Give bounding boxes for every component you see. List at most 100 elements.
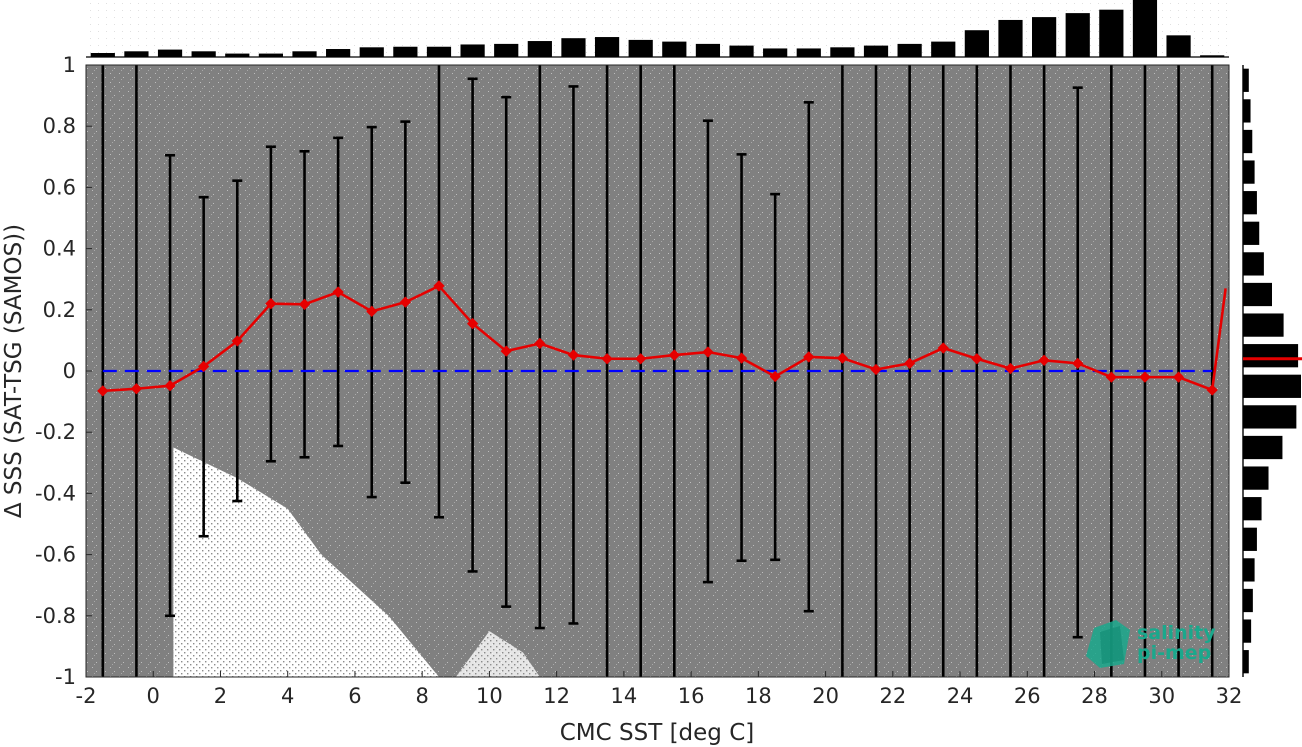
y-tick-label: -0.2 [35, 420, 76, 444]
median-point [366, 305, 378, 317]
top-histogram-bar [292, 51, 317, 57]
plot-area [86, 65, 1229, 677]
top-histogram-bar [1032, 17, 1057, 58]
right-histogram-bar [1243, 344, 1299, 368]
y-tick-label: -0.4 [35, 481, 76, 505]
pi-mep-logo: salinity pi-mep [1086, 620, 1216, 668]
median-point [1105, 371, 1117, 383]
x-tick-label: 30 [1148, 684, 1175, 708]
right-histogram-bar [1243, 160, 1255, 184]
y-axis-label: Δ SSS (SAT-TSG (SAMOS)) [1, 224, 27, 518]
top-histogram-bar [426, 46, 452, 57]
x-tick-label: 28 [1081, 684, 1108, 708]
x-tick-label: 16 [678, 684, 705, 708]
x-tick-label: 12 [543, 684, 570, 708]
logo-text-salinity: salinity [1137, 622, 1216, 644]
median-point [1139, 371, 1151, 383]
top-histogram-bar [796, 48, 821, 57]
y-tick-label: 0.8 [43, 114, 76, 138]
x-tick-label: 10 [476, 684, 503, 708]
right-histogram-bar [1243, 282, 1272, 307]
right-histogram-bar [1243, 252, 1264, 276]
x-tick-label: 26 [1014, 684, 1041, 708]
top-histogram-bar [393, 46, 418, 57]
top-histogram-bar [863, 45, 889, 57]
y-axis: -1 -0.8 -0.6 -0.4 -0.2 0 0.2 0.4 0.6 0.8 1 [35, 53, 92, 689]
x-tick-label: -2 [76, 684, 97, 708]
top-histogram-bar [225, 53, 250, 57]
right-histogram-bar [1243, 221, 1260, 245]
median-point [164, 380, 176, 392]
x-tick-label: 20 [812, 684, 839, 708]
top-histogram-bar [460, 44, 485, 57]
x-tick-label: 32 [1216, 684, 1243, 708]
top-histogram-bar [830, 47, 855, 57]
right-histogram-bar [1243, 313, 1284, 337]
y-tick-label: 0.6 [43, 175, 76, 199]
right-histogram-bar [1243, 129, 1253, 154]
median-point [769, 370, 781, 383]
median-point [198, 360, 210, 373]
median-point [937, 342, 949, 354]
scatter-sparse-region [173, 447, 439, 677]
top-histogram-background [86, 0, 1229, 57]
median-point [635, 353, 647, 365]
median-point [735, 352, 748, 364]
y-tick-label: 0.4 [43, 237, 76, 261]
top-histogram-bar [729, 45, 754, 57]
right-histogram-bar [1243, 191, 1257, 215]
median-point [971, 353, 983, 365]
median-point [466, 317, 479, 330]
top-histogram-bar [763, 48, 788, 57]
right-histogram-bar [1243, 68, 1249, 92]
median-point [231, 335, 243, 347]
top-histogram-bar [561, 38, 586, 57]
x-tick-label: 8 [415, 684, 428, 708]
y-tick-label: 0 [63, 359, 76, 383]
top-histogram-bar [494, 43, 519, 57]
median-point [500, 345, 512, 357]
median-point [668, 349, 680, 361]
top-histogram-bar [931, 41, 956, 57]
median-point [534, 337, 546, 350]
top-histogram-bar [1099, 9, 1124, 58]
top-histogram-bar [527, 41, 552, 57]
right-histogram-bar [1243, 435, 1283, 460]
y-tick-label: -0.6 [35, 543, 76, 567]
y-tick-label: 0.2 [43, 298, 76, 322]
median-point [433, 280, 445, 292]
y-tick-label: -1 [55, 665, 76, 689]
top-histogram-bar [594, 37, 620, 57]
right-histogram-bar [1243, 558, 1255, 582]
top-histogram-bar [1132, 0, 1158, 57]
x-axis: -2 0 2 4 6 8 10 12 14 16 18 20 22 24 26 28 30 32 [76, 671, 1243, 708]
y-tick-label: -0.8 [35, 604, 76, 628]
top-histogram-bar [326, 49, 351, 57]
top-histogram [86, 0, 1229, 58]
median-point [265, 298, 277, 310]
median-point [399, 296, 412, 308]
median-point [601, 353, 613, 365]
top-histogram-bar [998, 19, 1023, 57]
right-histogram [1242, 65, 1302, 677]
top-histogram-bar [897, 43, 922, 57]
right-histogram-bar [1243, 588, 1253, 613]
x-tick-label: 14 [611, 684, 638, 708]
median-point [1072, 357, 1084, 370]
top-histogram-bar [964, 30, 989, 57]
right-histogram-bar [1243, 99, 1251, 123]
scatter-sparse-region [455, 631, 540, 677]
median-point [870, 363, 882, 376]
median-point [903, 357, 916, 370]
right-histogram-bar [1243, 405, 1297, 429]
median-point [332, 286, 344, 298]
right-histogram-bar [1243, 650, 1249, 674]
x-tick-label: 18 [745, 684, 772, 708]
median-point [702, 346, 714, 358]
median-point [298, 298, 311, 310]
top-histogram-bar [124, 51, 149, 57]
x-tick-label: 4 [281, 684, 294, 708]
top-histogram-bar [628, 39, 653, 57]
median-point [1172, 371, 1185, 383]
x-tick-label: 0 [147, 684, 160, 708]
